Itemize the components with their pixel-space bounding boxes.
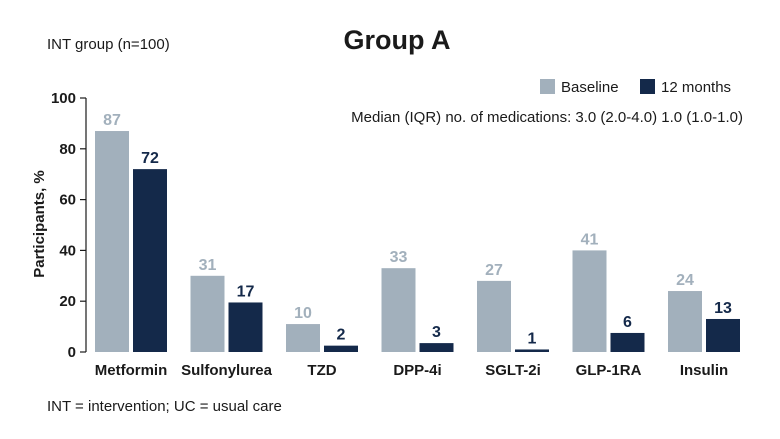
bar-months12-dpp-4i [419, 343, 454, 352]
y-tick-label: 40 [59, 242, 76, 259]
y-tick-label: 100 [51, 90, 76, 107]
category-label: Insulin [680, 362, 728, 379]
data-label-baseline: 33 [390, 249, 408, 266]
median-note: Median (IQR) no. of medications: 3.0 (2.… [351, 109, 743, 126]
y-axis-ticks: 0 20 40 60 80 100 [51, 90, 86, 361]
y-axis-label: Participants, % [31, 170, 48, 278]
category-label: GLP-1RA [576, 362, 642, 379]
legend: Baseline 12 months [540, 79, 731, 96]
category-label: Metformin [95, 362, 168, 379]
data-label-baseline: 87 [103, 112, 121, 129]
bar-baseline-insulin [668, 291, 702, 352]
y-tick-label: 60 [59, 192, 76, 209]
bar-baseline-glp-1ra [572, 250, 607, 352]
data-label-months12: 1 [528, 330, 537, 347]
bar-months12-sglt-2i [515, 349, 549, 352]
data-label-baseline: 24 [676, 272, 694, 289]
category-label: DPP-4i [393, 362, 441, 379]
category-label: SGLT-2i [485, 362, 541, 379]
data-label-months12: 17 [237, 283, 255, 300]
bar-months12-sulfonylurea [228, 302, 263, 352]
data-label-baseline: 31 [199, 257, 217, 274]
bar-baseline-metformin [95, 131, 129, 352]
chart-title: Group A [344, 25, 451, 55]
data-label-months12: 2 [337, 327, 346, 344]
bar-months12-metformin [133, 169, 167, 352]
category-labels: Metformin Sulfonylurea TZD DPP-4i SGLT-2i GLP… [95, 362, 728, 379]
data-label-months12: 72 [141, 150, 159, 167]
bar-baseline-sulfonylurea [190, 275, 225, 352]
bar-baseline-dpp-4i [381, 268, 416, 352]
legend-swatch-12-months [640, 79, 655, 94]
data-label-months12: 3 [432, 324, 441, 341]
bar-months12-tzd [324, 345, 358, 352]
data-label-months12: 13 [714, 300, 732, 317]
data-label-baseline: 10 [294, 305, 312, 322]
data-label-baseline: 41 [581, 231, 599, 248]
bar-months12-glp-1ra [610, 332, 645, 352]
chart-subtitle: INT group (n=100) [47, 36, 170, 53]
category-label: TZD [307, 362, 336, 379]
y-tick-label: 20 [59, 293, 76, 310]
legend-label-baseline: Baseline [561, 79, 619, 96]
y-tick-label: 0 [68, 344, 76, 361]
bar-months12-insulin [706, 318, 740, 352]
footnote: INT = intervention; UC = usual care [47, 398, 282, 415]
legend-label-12-months: 12 months [661, 79, 731, 96]
data-label-months12: 6 [623, 314, 632, 331]
data-label-baseline: 27 [485, 262, 503, 279]
bar-baseline-tzd [286, 324, 320, 352]
bars [95, 131, 740, 352]
category-label: Sulfonylurea [181, 362, 273, 379]
bar-baseline-sglt-2i [477, 280, 511, 352]
y-tick-label: 80 [59, 141, 76, 158]
legend-swatch-baseline [540, 79, 555, 94]
